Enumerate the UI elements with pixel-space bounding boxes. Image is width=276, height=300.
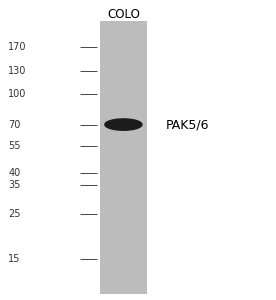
Text: 35: 35 xyxy=(8,180,20,190)
Text: 130: 130 xyxy=(8,66,26,76)
Text: 55: 55 xyxy=(8,141,21,151)
Text: 170: 170 xyxy=(8,42,27,52)
Text: 15: 15 xyxy=(8,254,20,264)
Text: 70: 70 xyxy=(8,120,20,130)
Text: PAK5/6: PAK5/6 xyxy=(166,118,209,131)
Text: 100: 100 xyxy=(8,88,26,98)
Text: 40: 40 xyxy=(8,168,20,178)
Bar xyxy=(100,21,147,294)
Text: COLO: COLO xyxy=(107,8,140,21)
Polygon shape xyxy=(105,119,142,130)
Text: 25: 25 xyxy=(8,209,21,219)
